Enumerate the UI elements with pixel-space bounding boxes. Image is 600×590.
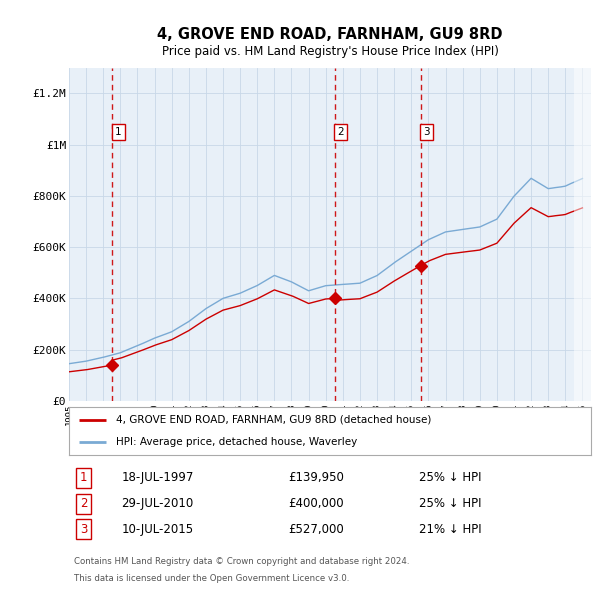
Text: £527,000: £527,000 — [288, 523, 344, 536]
Polygon shape — [574, 68, 591, 401]
Text: 10-JUL-2015: 10-JUL-2015 — [121, 523, 193, 536]
Text: 3: 3 — [80, 523, 88, 536]
Text: 2: 2 — [338, 127, 344, 137]
Text: HPI: Average price, detached house, Waverley: HPI: Average price, detached house, Wave… — [116, 437, 357, 447]
Text: £139,950: £139,950 — [288, 471, 344, 484]
Text: Contains HM Land Registry data © Crown copyright and database right 2024.: Contains HM Land Registry data © Crown c… — [74, 557, 410, 566]
Text: 25% ↓ HPI: 25% ↓ HPI — [419, 497, 481, 510]
Text: 4, GROVE END ROAD, FARNHAM, GU9 8RD: 4, GROVE END ROAD, FARNHAM, GU9 8RD — [157, 27, 503, 41]
Text: 3: 3 — [423, 127, 430, 137]
Text: 1: 1 — [80, 471, 88, 484]
Text: This data is licensed under the Open Government Licence v3.0.: This data is licensed under the Open Gov… — [74, 574, 350, 583]
Text: Price paid vs. HM Land Registry's House Price Index (HPI): Price paid vs. HM Land Registry's House … — [161, 45, 499, 58]
Text: 2: 2 — [80, 497, 88, 510]
Text: 21% ↓ HPI: 21% ↓ HPI — [419, 523, 481, 536]
Text: 4, GROVE END ROAD, FARNHAM, GU9 8RD (detached house): 4, GROVE END ROAD, FARNHAM, GU9 8RD (det… — [116, 415, 431, 425]
Text: 25% ↓ HPI: 25% ↓ HPI — [419, 471, 481, 484]
Text: £400,000: £400,000 — [288, 497, 344, 510]
Text: 1: 1 — [115, 127, 122, 137]
Text: 29-JUL-2010: 29-JUL-2010 — [121, 497, 193, 510]
Text: 18-JUL-1997: 18-JUL-1997 — [121, 471, 194, 484]
